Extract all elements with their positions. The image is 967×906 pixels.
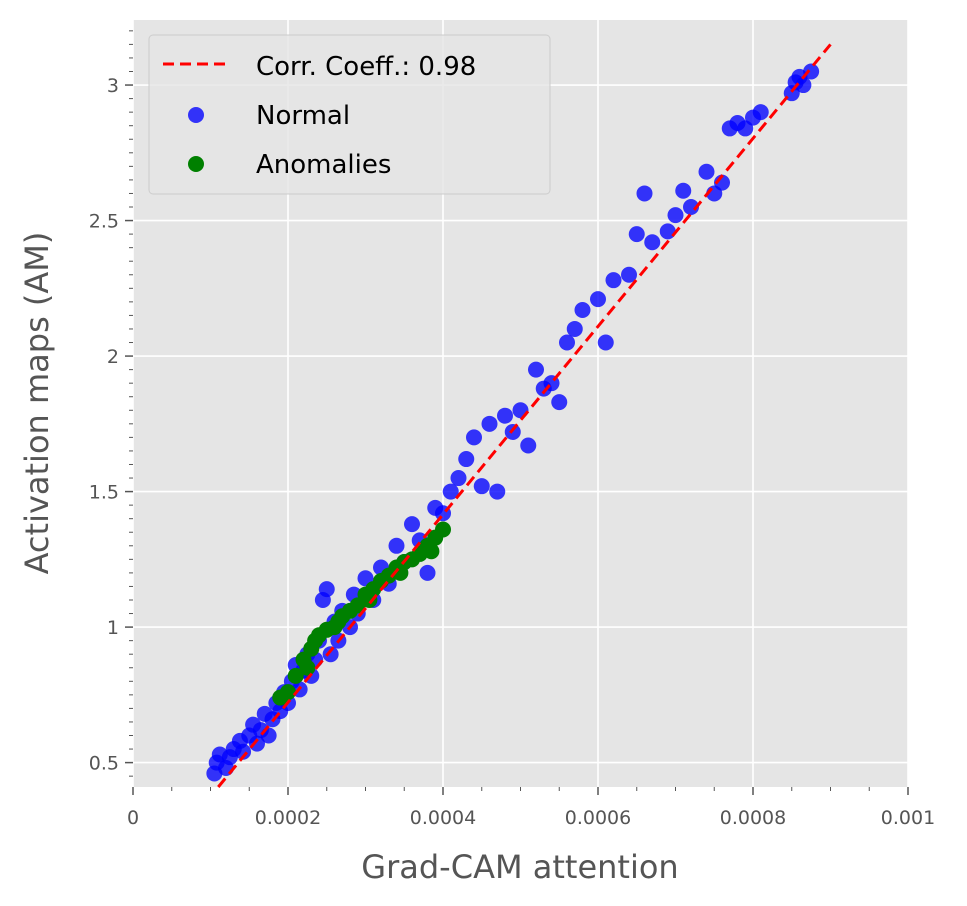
y-tick-label: 1.5: [89, 482, 119, 504]
normal-point: [597, 334, 614, 351]
normal-point: [322, 646, 339, 663]
normal-point: [450, 470, 467, 487]
normal-point: [497, 407, 513, 424]
y-tick-label: 1: [107, 617, 119, 639]
normal-point: [249, 735, 265, 752]
anomalies-series: [272, 521, 451, 706]
legend: Corr. Coeff.: 0.98 Normal Anomalies: [148, 34, 551, 195]
y-tick-label: 0.5: [89, 753, 119, 775]
normal-point: [628, 226, 645, 243]
anomalies-point: [330, 613, 347, 630]
normal-point: [235, 743, 252, 760]
legend-trend-label: Corr. Coeff.: 0.98: [256, 52, 476, 82]
normal-point: [318, 581, 335, 598]
legend-anomaly-swatch: [188, 156, 204, 172]
normal-point: [803, 63, 820, 80]
normal-point: [644, 234, 661, 251]
normal-point: [388, 537, 405, 554]
normal-point: [466, 429, 482, 446]
anomalies-point: [287, 667, 304, 684]
y-axis-title: Activation maps (AM): [18, 232, 56, 575]
normal-point: [442, 483, 459, 500]
normal-point: [667, 207, 684, 224]
normal-point: [659, 223, 676, 240]
x-tick-label: 0: [127, 807, 139, 829]
normal-point: [621, 266, 637, 283]
normal-point: [795, 77, 812, 94]
normal-point: [404, 516, 420, 533]
normal-point: [675, 182, 692, 199]
normal-point: [605, 272, 622, 289]
axis-ticks: 0 0.0002 0.0004 0.0006 0.0008 0.001 0.5 1 1.5 2 2.…: [89, 30, 935, 829]
anomalies-point: [361, 591, 378, 608]
x-tick-label: 0.0006: [565, 807, 631, 829]
normal-point: [551, 394, 568, 411]
x-tick-label: 0.0002: [255, 807, 321, 829]
anomalies-point: [299, 659, 316, 676]
x-tick-label: 0.001: [881, 807, 935, 829]
normal-point: [574, 301, 591, 318]
normal-point: [520, 437, 537, 454]
anomalies-point: [435, 521, 451, 538]
legend-normal-swatch: [188, 107, 204, 123]
legend-normal-label: Normal: [256, 101, 350, 131]
anomalies-point: [423, 543, 440, 560]
normal-point: [528, 361, 544, 378]
normal-point: [590, 291, 606, 308]
normal-point: [473, 478, 490, 495]
legend-box: [148, 34, 551, 195]
y-tick-label: 3: [107, 75, 119, 97]
normal-point: [566, 320, 583, 337]
x-tick-label: 0.0008: [720, 807, 786, 829]
x-tick-label: 0.0004: [410, 807, 476, 829]
normal-point: [752, 104, 769, 121]
normal-point: [698, 163, 715, 180]
normal-point: [481, 415, 498, 432]
y-tick-label: 2: [107, 346, 119, 368]
legend-anomaly-label: Anomalies: [256, 150, 391, 180]
normal-point: [458, 451, 475, 468]
trend-line: [217, 43, 832, 788]
normal-point: [489, 483, 506, 500]
x-axis-title: Grad-CAM attention: [361, 848, 678, 886]
anomalies-point: [280, 684, 296, 701]
normal-point: [636, 185, 653, 202]
normal-point: [260, 727, 277, 744]
normal-point: [419, 564, 436, 581]
y-tick-label: 2.5: [89, 211, 119, 233]
normal-point: [559, 334, 575, 351]
normal-point: [683, 199, 699, 216]
